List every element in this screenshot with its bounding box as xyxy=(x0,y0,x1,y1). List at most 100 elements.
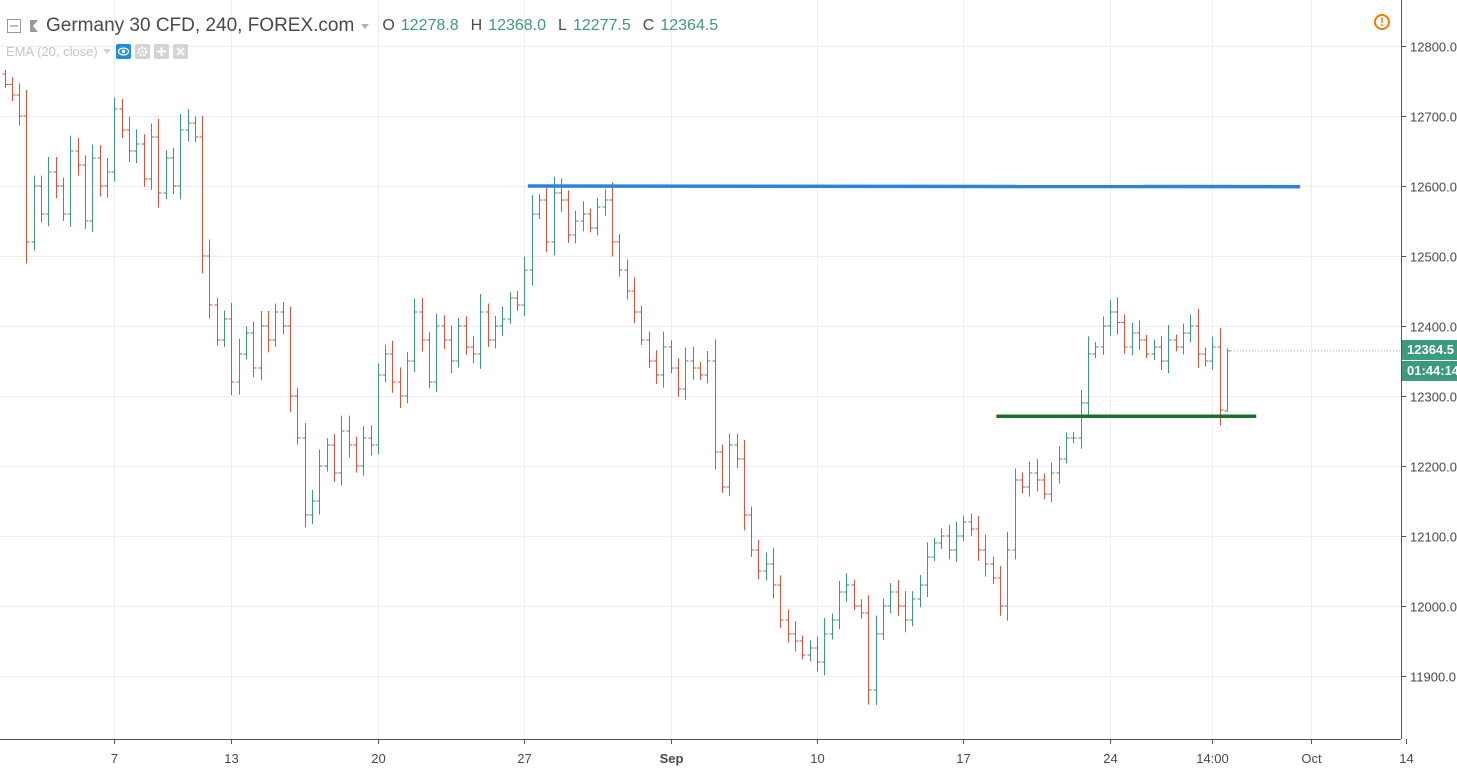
ohlc-bar xyxy=(917,574,924,608)
ohlc-bar xyxy=(572,210,579,244)
x-tick-label: 10 xyxy=(810,751,824,766)
warning-circle-icon[interactable]: ! xyxy=(1374,14,1390,30)
ohlc-bar xyxy=(111,97,118,182)
ohlc-bar xyxy=(675,358,682,397)
ohlc-bar xyxy=(60,177,67,221)
ohlc-bar xyxy=(975,515,982,561)
ohlc-bar xyxy=(199,115,206,274)
ohlc-bar xyxy=(748,506,755,557)
ohlc-bar xyxy=(404,352,411,404)
caret-down-icon[interactable] xyxy=(102,46,112,56)
ohlc-bar xyxy=(521,256,528,317)
ohlc-bar xyxy=(155,118,162,208)
ohlc-bar xyxy=(23,89,30,264)
close-icon[interactable] xyxy=(172,43,188,59)
ohlc-bar xyxy=(1217,328,1224,426)
ohlc-bar xyxy=(419,297,426,352)
ohlc-bar xyxy=(887,583,894,614)
ohlc-bar xyxy=(2,69,9,88)
ohlc-bar xyxy=(953,521,960,562)
eye-icon[interactable] xyxy=(115,43,131,59)
ohlc-bar xyxy=(148,123,155,191)
x-tick-label: 14 xyxy=(1399,751,1413,766)
y-tick-label: 12000.0 xyxy=(1410,600,1457,615)
ohlc-bar xyxy=(375,363,382,455)
ohlc-bar xyxy=(316,449,323,515)
indicator-row: EMA (20, close) xyxy=(6,42,188,60)
ohlc-bar xyxy=(968,513,975,536)
ohlc-bar xyxy=(294,387,301,445)
symbol-title[interactable]: Germany 30 CFD, 240, FOREX.com xyxy=(46,15,355,36)
ohlc-bar xyxy=(895,580,902,616)
x-tick-label: 24 xyxy=(1103,751,1117,766)
ohlc-bar xyxy=(214,298,221,346)
ohlc-bar xyxy=(389,340,396,393)
last-price-badge: 12364.5 xyxy=(1402,340,1457,360)
indicator-label[interactable]: EMA (20, close) xyxy=(6,43,98,59)
ohlc-bar xyxy=(133,129,140,163)
ohlc-bar xyxy=(1158,335,1165,371)
ohlc-bar xyxy=(31,175,38,251)
ohlc-bar xyxy=(609,182,616,257)
ohlc-bar xyxy=(660,331,667,388)
ohlc-bar xyxy=(67,135,74,227)
ohlc-bar xyxy=(177,113,184,200)
ohlc-bar xyxy=(119,98,126,139)
plus-icon[interactable] xyxy=(153,43,169,59)
caret-down-icon[interactable] xyxy=(360,21,370,31)
ohlc-bar xyxy=(755,539,762,580)
ohlc-bar xyxy=(616,233,623,277)
ohlc-bar xyxy=(902,590,909,633)
ohlc-bar xyxy=(543,187,550,253)
x-tick-label: 27 xyxy=(517,751,531,766)
ohlc-bar xyxy=(258,310,265,381)
ohlc-bar xyxy=(726,433,733,497)
ohlc-bar xyxy=(880,598,887,640)
ohlc-bar xyxy=(1224,348,1231,412)
ohlc-bar xyxy=(653,350,660,384)
ohlc-bar xyxy=(1078,389,1085,449)
ohlc-bar xyxy=(163,150,170,200)
ohlc-bar xyxy=(368,425,375,456)
ohlc-bar xyxy=(75,137,82,176)
ohlc-bar xyxy=(792,621,799,652)
ohlc-bar xyxy=(1041,473,1048,500)
collapse-square-icon[interactable] xyxy=(6,18,22,34)
ohlc-bar xyxy=(1202,347,1209,367)
ohlc-bar xyxy=(821,617,828,676)
ohlc-bar xyxy=(265,310,272,353)
ohlc-bar xyxy=(45,156,52,227)
y-tick-label: 11900.0 xyxy=(1410,670,1456,685)
y-tick-label: 12700.0 xyxy=(1410,110,1457,125)
ohlc-bar xyxy=(697,361,704,381)
ohlc-bar xyxy=(741,440,748,531)
ohlc-bar xyxy=(338,415,345,486)
x-tick-label: Oct xyxy=(1301,751,1322,766)
ohlc-bar xyxy=(192,116,199,143)
ohlc-bar xyxy=(558,178,565,212)
ohlc-bar xyxy=(668,340,675,374)
ohlc-bar xyxy=(551,176,558,256)
ohlc-bar xyxy=(331,434,338,482)
ohlc-bar xyxy=(734,433,741,469)
ohlc-bar xyxy=(433,313,440,393)
close-label: C xyxy=(642,17,655,34)
ohlc-bar xyxy=(324,438,331,472)
gear-icon[interactable] xyxy=(134,43,150,59)
ohlc-bar xyxy=(770,547,777,599)
y-tick-label: 12100.0 xyxy=(1410,530,1457,545)
ohlc-bar xyxy=(97,145,104,197)
ohlc-bar xyxy=(1173,334,1180,352)
ohlc-bar xyxy=(126,116,133,162)
ohlc-bar xyxy=(448,325,455,373)
ohlc-bar xyxy=(763,552,770,581)
x-tick-label: 7 xyxy=(111,751,118,766)
ohlc-bar xyxy=(411,298,418,373)
ohlc-bar xyxy=(982,534,989,577)
ohlc-bar xyxy=(243,326,250,360)
high-label: H xyxy=(470,17,483,34)
y-tick-label: 12600.0 xyxy=(1410,180,1457,195)
ohlc-bar xyxy=(704,350,711,384)
